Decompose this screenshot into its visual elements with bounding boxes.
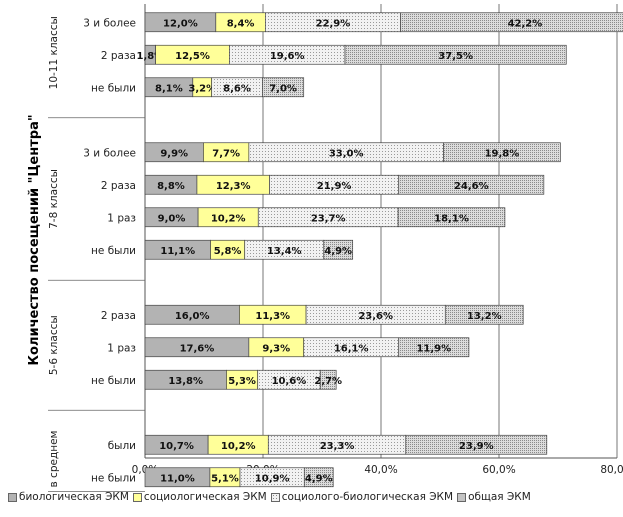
- row-category-label: 3 и более: [83, 17, 136, 29]
- data-label: 10,2%: [211, 213, 246, 224]
- data-label: 10,2%: [221, 441, 256, 452]
- data-label: 4,9%: [305, 473, 333, 484]
- legend-swatch: [457, 492, 467, 502]
- group-label: 5-6 классы: [48, 315, 60, 375]
- data-label: 37,5%: [438, 51, 473, 62]
- data-label: 23,3%: [320, 441, 355, 452]
- data-label: 11,9%: [416, 343, 451, 354]
- x-tick-label: 60,0%: [482, 464, 515, 476]
- data-label: 13,2%: [467, 311, 502, 322]
- data-label: 42,2%: [508, 18, 543, 29]
- data-label: 9,3%: [262, 343, 290, 354]
- data-label: 10,9%: [255, 473, 290, 484]
- bar-segment: [344, 44, 567, 65]
- data-label: 12,0%: [163, 18, 198, 29]
- data-label: 10,6%: [272, 376, 307, 387]
- data-label: 8,8%: [157, 181, 185, 192]
- data-label: 23,6%: [358, 311, 393, 322]
- legend: биологическая ЭКМ социологическая ЭКМ соци…: [8, 491, 620, 511]
- data-label: 12,3%: [216, 181, 251, 192]
- legend-label: социолого-биологическая ЭКМ: [281, 491, 454, 503]
- legend-item: биологическая ЭКМ: [8, 491, 129, 503]
- bar-segment: [303, 467, 334, 488]
- data-label: 19,8%: [485, 148, 520, 159]
- x-tick-label: 40,0%: [364, 464, 397, 476]
- legend-label: общая ЭКМ: [468, 491, 531, 503]
- data-label: 1,8%: [136, 51, 164, 62]
- data-label: 10,7%: [159, 441, 194, 452]
- data-label: 12,5%: [175, 51, 210, 62]
- row-category-label: не были: [91, 82, 136, 94]
- data-label: 13,8%: [168, 376, 203, 387]
- bar-segment: [398, 337, 470, 358]
- row-category-label: 1 раз: [107, 212, 136, 224]
- data-label: 33,0%: [329, 148, 364, 159]
- data-label: 16,0%: [175, 311, 210, 322]
- group-label: 10-11 классы: [48, 16, 60, 89]
- row-category-label: 1 раз: [107, 342, 136, 354]
- bar-segment: [400, 12, 623, 33]
- bar-segment: [262, 77, 305, 98]
- row-category-label: 2 раза: [101, 310, 136, 322]
- data-label: 11,1%: [160, 246, 195, 257]
- row-category-label: не были: [91, 472, 136, 484]
- data-label: 8,6%: [223, 83, 251, 94]
- data-label: 9,0%: [158, 213, 186, 224]
- y-axis-title: Количество посещений "Центра": [27, 114, 42, 365]
- bar-segment: [397, 207, 506, 228]
- legend-item: социологическая ЭКМ: [132, 491, 267, 503]
- data-label: 8,4%: [227, 18, 255, 29]
- data-label: 9,9%: [160, 148, 188, 159]
- data-label: 7,7%: [212, 148, 240, 159]
- bar-segment: [443, 142, 561, 163]
- group-label: 7-8 классы: [48, 169, 60, 229]
- data-label: 21,9%: [317, 181, 352, 192]
- legend-item: общая ЭКМ: [457, 491, 531, 503]
- data-label: 17,6%: [180, 343, 215, 354]
- bar-segment: [319, 369, 337, 390]
- data-label: 5,8%: [214, 246, 242, 257]
- data-label: 23,7%: [311, 213, 346, 224]
- data-label: 3,2%: [188, 83, 216, 94]
- data-label: 13,4%: [267, 246, 302, 257]
- x-tick-label: 80,0%: [600, 464, 623, 476]
- bar-segment: [444, 304, 524, 325]
- data-label: 4,9%: [324, 246, 352, 257]
- bar-segment: [398, 174, 545, 195]
- row-category-label: 2 раза: [101, 180, 136, 192]
- bar-segment: [405, 434, 548, 455]
- data-label: 5,1%: [211, 473, 239, 484]
- legend-item: социолого-биологическая ЭКМ: [270, 491, 454, 503]
- data-label: 2,7%: [314, 376, 342, 387]
- legend-swatch: [270, 492, 280, 502]
- row-category-label: не были: [91, 375, 136, 387]
- bar-segment: [323, 239, 354, 260]
- row-category-label: 3 и более: [83, 147, 136, 159]
- data-label: 7,0%: [269, 83, 297, 94]
- data-label: 19,6%: [270, 51, 305, 62]
- group-label: в среднем: [48, 431, 60, 488]
- legend-label: биологическая ЭКМ: [19, 491, 129, 503]
- data-label: 8,1%: [155, 83, 183, 94]
- data-label: 11,3%: [255, 311, 290, 322]
- row-category-label: были: [108, 440, 136, 452]
- row-category-label: не были: [91, 245, 136, 257]
- data-label: 16,1%: [334, 343, 369, 354]
- legend-swatch: [8, 492, 17, 502]
- data-label: 18,1%: [434, 213, 469, 224]
- data-label: 5,3%: [228, 376, 256, 387]
- data-label: 11,0%: [160, 473, 195, 484]
- row-category-label: 2 раза: [101, 50, 136, 62]
- data-label: 22,9%: [316, 18, 351, 29]
- data-label: 23,9%: [459, 441, 494, 452]
- data-label: 24,6%: [454, 181, 489, 192]
- legend-label: социологическая ЭКМ: [143, 491, 267, 503]
- legend-swatch: [132, 492, 142, 502]
